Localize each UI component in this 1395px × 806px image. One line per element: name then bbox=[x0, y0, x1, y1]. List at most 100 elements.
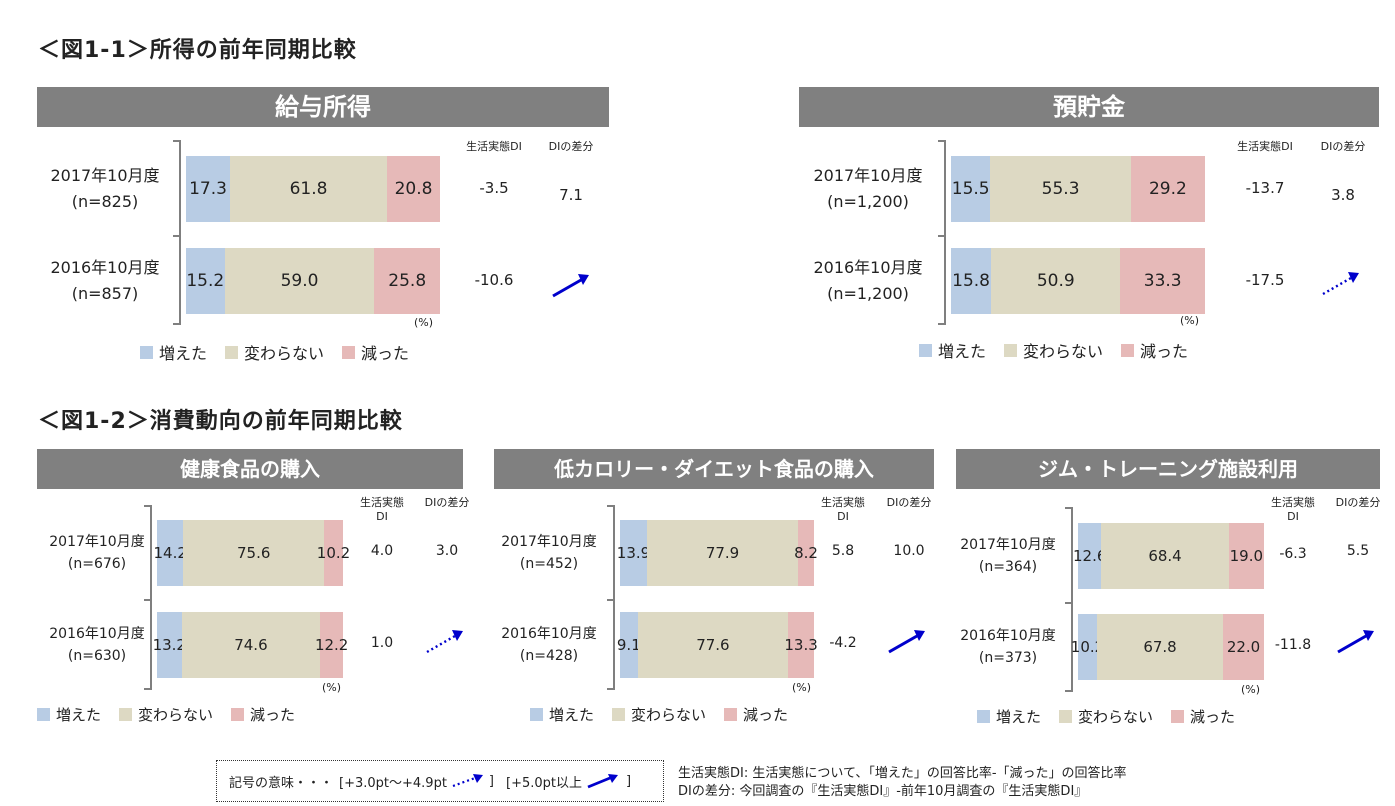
chart5-di-value: -11.8 bbox=[1274, 637, 1312, 653]
chart3-legend: 増えた 変わらない 減った bbox=[37, 704, 313, 725]
chart2-row-label: 2016年10月度 (n=1,200) bbox=[793, 255, 943, 306]
chart5-col-head-diff: DIの差分 bbox=[1335, 496, 1381, 509]
symbol-key-dotted-label: [+3.0pt～+4.9pt bbox=[339, 775, 447, 791]
symbol-key-label: 記号の意味・・・ bbox=[229, 775, 334, 791]
chart2-bar-segment-same: 50.9 bbox=[991, 248, 1121, 314]
chart1-legend: 増えた 変わらない 減った bbox=[140, 340, 427, 364]
chart5-legend-item-increase: 増えた bbox=[977, 706, 1041, 727]
chart5-bar-segment-same: 68.4 bbox=[1101, 523, 1229, 589]
chart5-category-label: 2017年10月度 bbox=[960, 536, 1056, 553]
chart5-data-label: 68.4 bbox=[1148, 547, 1182, 565]
chart1-di-diff: 7.1 bbox=[559, 186, 583, 204]
chart2-legend-label-same: 変わらない bbox=[1023, 342, 1104, 361]
chart2-legend-label-increase: 増えた bbox=[938, 342, 987, 361]
chart1-bar-segment-increase: 17.3 bbox=[186, 156, 230, 222]
chart5-legend-swatch-decrease bbox=[1171, 710, 1185, 723]
chart1-row-label: 2016年10月度 (n=857) bbox=[30, 255, 180, 306]
chart2-row-label: 2017年10月度 (n=1,200) bbox=[793, 163, 943, 214]
chart3-bar-segment-increase: 13.2 bbox=[153, 612, 186, 678]
chart3-trend-arrow-icon bbox=[426, 630, 463, 654]
chart2-col-head-diff: DIの差分 bbox=[1320, 140, 1366, 153]
chart2-stacked-bar: 15.8 50.9 33.3 bbox=[951, 248, 1205, 314]
chart3-category-label: 2017年10月度 bbox=[49, 533, 145, 550]
chart4-bar-segment-decrease: 13.3 bbox=[784, 612, 818, 678]
symbol-key-box: 記号の意味・・・ [+3.0pt～+4.9pt ] [+5.0pt以上 ] bbox=[216, 760, 664, 802]
chart3-legend-label-increase: 増えた bbox=[56, 706, 102, 724]
chart4-legend-label-same: 変わらない bbox=[631, 706, 707, 724]
chart4-category-label: 2017年10月度 bbox=[501, 533, 597, 550]
chart3-di-value: 4.0 bbox=[370, 543, 394, 559]
chart5-axis-tick bbox=[1065, 601, 1073, 604]
chart4-axis-tick bbox=[607, 505, 615, 507]
chart5-data-label: 67.8 bbox=[1143, 638, 1177, 656]
chart1-col-head-diff: DIの差分 bbox=[548, 140, 594, 153]
chart3-stacked-bar: 13.2 74.6 12.2 bbox=[153, 612, 348, 678]
chart4-axis-tick bbox=[607, 688, 615, 690]
chart5-stacked-bar: 10.2 67.8 22.0 bbox=[1071, 614, 1264, 680]
chart1-data-label: 20.8 bbox=[394, 179, 433, 199]
chart4-bar-segment-increase: 9.1 bbox=[616, 612, 641, 678]
chart2-axis-tick bbox=[938, 140, 946, 142]
chart5-bar-segment-decrease: 22.0 bbox=[1223, 614, 1264, 680]
chart3-category-axis bbox=[150, 505, 152, 690]
chart5-legend-item-same: 変わらない bbox=[1059, 706, 1153, 727]
chart3-bar-segment-same: 75.6 bbox=[183, 520, 325, 586]
chart5-row-label: 2017年10月度 (n=364) bbox=[933, 534, 1083, 579]
solid-arrow-icon bbox=[587, 774, 618, 789]
chart3-legend-swatch-decrease bbox=[231, 708, 245, 721]
chart1-axis-tick bbox=[173, 140, 181, 142]
chart1-percent-unit: (%) bbox=[414, 316, 434, 329]
dotted-arrow-icon bbox=[452, 774, 483, 788]
chart5-di-value: -6.3 bbox=[1279, 546, 1307, 562]
chart4-legend-swatch-same bbox=[612, 708, 626, 721]
chart4-data-label: 9.1 bbox=[616, 636, 641, 654]
fig1-2-title: ＜図1-2＞消費動向の前年同期比較 bbox=[38, 409, 403, 434]
chart4-bar-segment-increase: 13.9 bbox=[616, 520, 651, 586]
chart2-col-head-di: 生活実態DI bbox=[1237, 140, 1293, 153]
chart3-bar-segment-same: 74.6 bbox=[181, 612, 321, 678]
chart1-stacked-bar: 15.2 59.0 25.8 bbox=[186, 248, 440, 314]
symbol-key-close-1: ] bbox=[488, 773, 494, 789]
chart2-legend-swatch-decrease bbox=[1121, 343, 1135, 357]
chart5-legend-label-same: 変わらない bbox=[1078, 708, 1154, 726]
chart5-data-label: 22.0 bbox=[1226, 638, 1261, 656]
chart2-percent-unit: (%) bbox=[1180, 314, 1200, 327]
chart3-legend-item-increase: 増えた bbox=[37, 704, 101, 725]
chart3-col-head-diff: DIの差分 bbox=[424, 496, 470, 509]
chart4-legend-item-increase: 増えた bbox=[530, 704, 594, 725]
chart4-bar-segment-decrease: 8.2 bbox=[794, 520, 818, 586]
chart4-row-label: 2016年10月度 (n=428) bbox=[474, 623, 624, 668]
chart3-bar-segment-decrease: 12.2 bbox=[315, 612, 348, 678]
chart3-sample-size: (n=676) bbox=[67, 555, 127, 572]
chart3-axis-tick bbox=[144, 505, 152, 507]
chart4-legend-item-decrease: 減った bbox=[724, 704, 788, 725]
chart2-data-label: 55.3 bbox=[1041, 179, 1080, 199]
chart1-legend-label-increase: 増えた bbox=[159, 344, 208, 363]
chart1-category-label: 2016年10月度 bbox=[50, 258, 160, 278]
chart5-bar-segment-increase: 10.2 bbox=[1071, 614, 1104, 680]
chart3-data-label: 75.6 bbox=[237, 544, 271, 562]
chart1-bar-segment-increase: 15.2 bbox=[186, 248, 225, 314]
chart5-row-label: 2016年10月度 (n=373) bbox=[933, 625, 1083, 670]
chart5-bar-segment-increase: 12.6 bbox=[1073, 523, 1106, 589]
chart4-data-label: 13.9 bbox=[616, 544, 651, 562]
chart2-legend-item-increase: 増えた bbox=[919, 338, 986, 362]
chart5-axis-tick bbox=[1065, 690, 1073, 692]
chart2-bar-segment-increase: 15.8 bbox=[951, 248, 992, 314]
chart1-data-label: 25.8 bbox=[388, 271, 427, 291]
chart4-sample-size: (n=428) bbox=[519, 647, 579, 664]
chart1-trend-arrow-icon bbox=[552, 274, 589, 298]
chart4-row-label: 2017年10月度 (n=452) bbox=[474, 531, 624, 576]
chart2-legend-item-same: 変わらない bbox=[1004, 338, 1103, 362]
chart1-legend-label-same: 変わらない bbox=[244, 344, 325, 363]
chart4-bar-segment-same: 77.6 bbox=[637, 612, 789, 678]
chart4-legend-swatch-decrease bbox=[724, 708, 738, 721]
chart4-sample-size: (n=452) bbox=[519, 555, 579, 572]
chart5-legend-swatch-same bbox=[1059, 710, 1073, 723]
chart5-legend-item-decrease: 減った bbox=[1171, 706, 1235, 727]
chart5-legend-swatch-increase bbox=[977, 710, 990, 723]
chart4-di-value: 5.8 bbox=[831, 543, 855, 559]
chart3-axis-tick bbox=[144, 599, 152, 601]
chart3-title: 健康食品の購入 bbox=[37, 449, 463, 489]
chart3-row-label: 2017年10月度 (n=676) bbox=[22, 531, 172, 576]
